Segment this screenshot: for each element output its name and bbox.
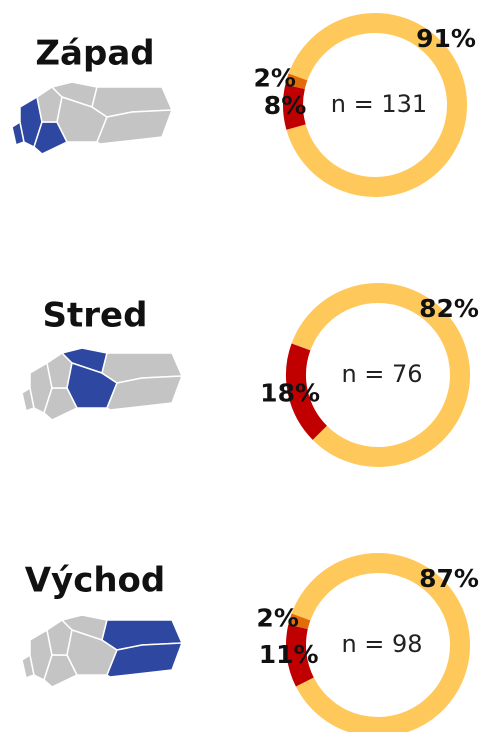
donut-segment (285, 73, 308, 90)
donut-segment (286, 13, 467, 197)
region-title: Západ (35, 34, 154, 74)
sample-size: n = 131 (331, 90, 427, 118)
map-region (106, 642, 184, 678)
donut-segment (288, 613, 311, 630)
donut-segment (286, 343, 328, 440)
donut-segment (283, 84, 306, 130)
donut-segment (291, 553, 470, 732)
donut-segment (286, 624, 314, 687)
map-region (96, 109, 174, 145)
value-label: 2% (253, 64, 295, 93)
value-label: 11% (259, 640, 319, 669)
sample-size: n = 76 (341, 360, 422, 388)
value-label: 8% (264, 91, 306, 120)
region-map (21, 614, 184, 688)
value-label: 2% (256, 604, 298, 633)
sample-size: n = 98 (341, 630, 422, 658)
region-title: Stred (43, 296, 148, 336)
value-label: 91% (416, 24, 476, 53)
value-label: 82% (419, 294, 479, 323)
region-map (11, 81, 174, 155)
map-region (106, 375, 184, 411)
value-label: 87% (419, 564, 479, 593)
region-title: Východ (25, 561, 166, 601)
donut-segment (291, 283, 470, 467)
value-label: 18% (260, 378, 320, 407)
region-map (21, 347, 184, 421)
